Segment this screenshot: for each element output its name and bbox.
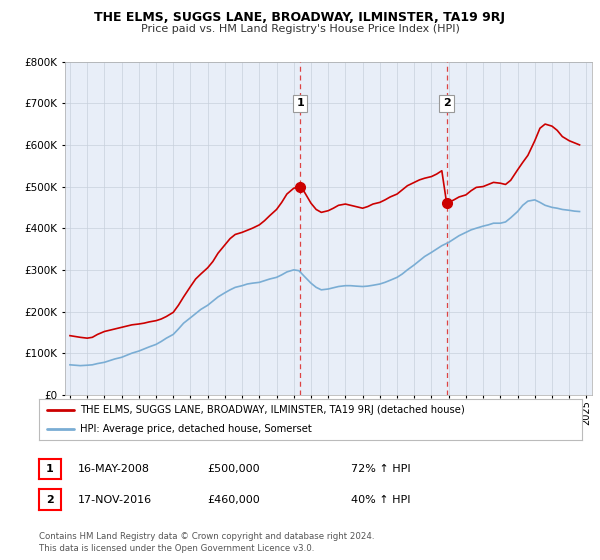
Text: THE ELMS, SUGGS LANE, BROADWAY, ILMINSTER, TA19 9RJ: THE ELMS, SUGGS LANE, BROADWAY, ILMINSTE… xyxy=(95,11,505,24)
Text: 2: 2 xyxy=(443,98,451,108)
Text: 16-MAY-2008: 16-MAY-2008 xyxy=(78,464,150,474)
Text: THE ELMS, SUGGS LANE, BROADWAY, ILMINSTER, TA19 9RJ (detached house): THE ELMS, SUGGS LANE, BROADWAY, ILMINSTE… xyxy=(80,405,464,415)
Text: £460,000: £460,000 xyxy=(207,494,260,505)
Text: Contains HM Land Registry data © Crown copyright and database right 2024.
This d: Contains HM Land Registry data © Crown c… xyxy=(39,533,374,553)
Text: 2: 2 xyxy=(46,494,53,505)
Text: Price paid vs. HM Land Registry's House Price Index (HPI): Price paid vs. HM Land Registry's House … xyxy=(140,24,460,34)
Text: 72% ↑ HPI: 72% ↑ HPI xyxy=(351,464,410,474)
Text: 1: 1 xyxy=(296,98,304,108)
Text: £500,000: £500,000 xyxy=(207,464,260,474)
Text: 17-NOV-2016: 17-NOV-2016 xyxy=(78,494,152,505)
Text: 1: 1 xyxy=(46,464,53,474)
Text: HPI: Average price, detached house, Somerset: HPI: Average price, detached house, Some… xyxy=(80,424,311,433)
Text: 40% ↑ HPI: 40% ↑ HPI xyxy=(351,494,410,505)
